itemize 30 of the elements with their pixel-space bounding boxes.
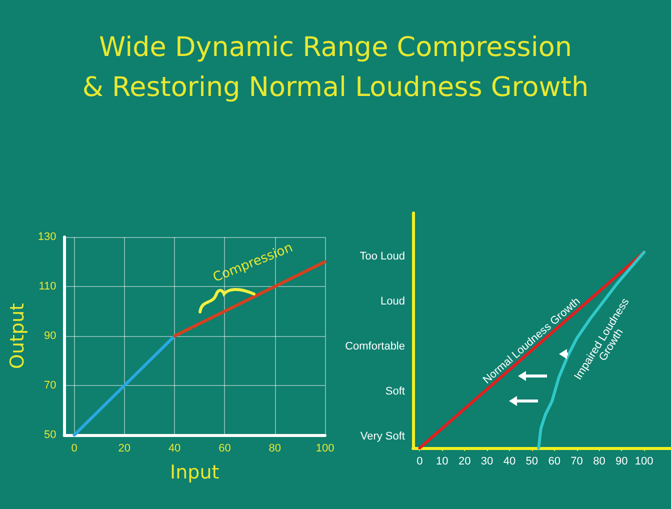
x-tick-label: 50 xyxy=(526,456,538,468)
x-tick-label: 0 xyxy=(71,442,78,454)
text: Very Soft xyxy=(360,430,405,443)
chart-title: Wide Dynamic Range Compression & Restoring Normal Loudness Growth xyxy=(81,31,590,105)
x-axis-title: Input xyxy=(170,462,220,484)
x-tick-label: 40 xyxy=(503,456,516,468)
x-tick-label: 30 xyxy=(480,456,494,468)
y-tick-label: 70 xyxy=(44,380,56,392)
x-tick-label: 0 xyxy=(416,456,423,468)
y-tick-label: 110 xyxy=(38,280,56,292)
x-tick-label: 20 xyxy=(458,456,471,468)
y-axis-title: Output xyxy=(6,303,28,369)
y-tick-label: 50 xyxy=(44,429,56,441)
x-tick-label: 90 xyxy=(616,456,628,468)
y-tick-label: 90 xyxy=(44,330,56,342)
x-tick-label: 80 xyxy=(268,442,281,454)
text: Loud xyxy=(380,296,405,308)
text: Too Loud xyxy=(360,250,405,263)
x-tick-label: 60 xyxy=(218,442,231,454)
x-tick-label: 100 xyxy=(634,456,654,468)
x-tick-label: 70 xyxy=(570,456,583,468)
x-tick-label: 80 xyxy=(593,456,606,468)
text: Comfortable xyxy=(345,340,405,353)
x-tick-label: 100 xyxy=(316,442,334,454)
y-tick-label: 130 xyxy=(38,231,56,243)
x-tick-label: 10 xyxy=(436,456,448,468)
x-tick-label: 60 xyxy=(548,456,560,468)
x-tick-label: 40 xyxy=(168,442,181,454)
text: Soft xyxy=(385,386,405,398)
x-tick-label: 20 xyxy=(118,442,131,454)
